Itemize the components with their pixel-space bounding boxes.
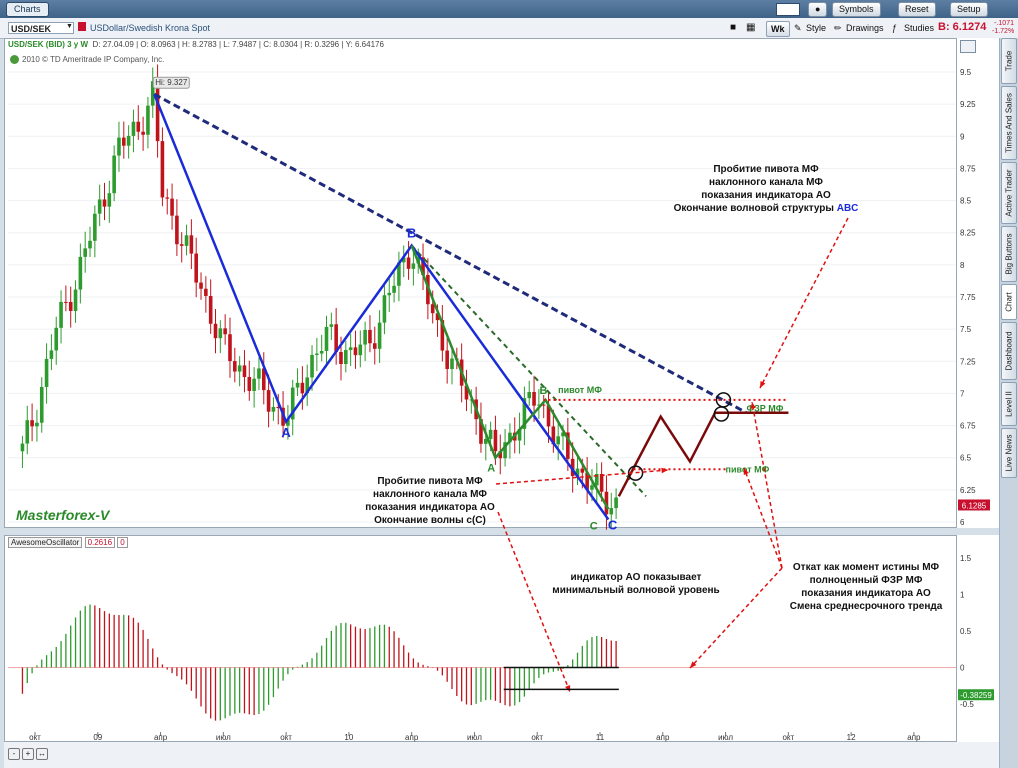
oscillator-header: AwesomeOscillator 0.2616 0 [8, 537, 128, 548]
color-swatch[interactable] [776, 3, 800, 16]
tab-big-buttons[interactable]: Big Buttons [1001, 226, 1017, 282]
tab-active-trader[interactable]: Active Trader [1001, 162, 1017, 224]
fit-icon[interactable]: ↔ [36, 748, 48, 760]
price-change: -.1071 -1.72% [992, 20, 1015, 35]
reset-button[interactable]: Reset [898, 2, 936, 17]
tab-live-news[interactable]: Live News [1001, 428, 1017, 478]
pin-icon[interactable]: ● [808, 2, 828, 17]
link-icon[interactable] [78, 22, 86, 31]
studies-icon[interactable]: ƒ [892, 23, 898, 33]
globe-icon [10, 55, 19, 65]
lock-icon[interactable]: ■ [730, 22, 737, 33]
dropdown-arrow-icon[interactable]: ▼ [66, 23, 73, 30]
side-tab-bar: Trade Times And Sales Active Trader Big … [999, 38, 1018, 768]
copyright: 2010 © TD Ameritrade IP Company, Inc. [10, 55, 164, 65]
price-pane[interactable] [4, 38, 957, 528]
symbol-description: USDollar/Swedish Krona Spot [90, 23, 211, 33]
studies-button[interactable]: Studies [904, 23, 935, 33]
oscillator-title: AwesomeOscillator [8, 537, 83, 548]
setup-button[interactable]: Setup [950, 2, 988, 17]
chart-header: USD/SEK (BID) 3 y W D: 27.04.09 | O: 8.0… [8, 40, 384, 49]
maximize-icon[interactable] [960, 40, 976, 53]
oscillator-param: 0 [117, 537, 128, 548]
zoom-out-icon[interactable]: - [8, 748, 20, 760]
oscillator-pane[interactable] [4, 535, 957, 742]
oscillator-value: 0.2616 [84, 537, 116, 548]
drawings-button[interactable]: Drawings [846, 23, 884, 33]
bottom-bar: - + ↔ [4, 742, 999, 768]
chart-toolbar: USD/SEK ▼ USDollar/Swedish Krona Spot ■ … [0, 18, 1018, 39]
zoom-in-icon[interactable]: + [22, 748, 34, 760]
oscillator-axis [957, 535, 999, 742]
symbol-input[interactable]: USD/SEK [8, 22, 74, 34]
grid-icon[interactable]: ▦ [746, 22, 756, 33]
price-axis [957, 38, 999, 528]
tab-dashboard[interactable]: Dashboard [1001, 322, 1017, 380]
symbols-button[interactable]: Symbols [832, 2, 881, 17]
bid-price: B: 6.1274 [938, 21, 987, 33]
tab-level-ii[interactable]: Level II [1001, 382, 1017, 426]
timeframe-button[interactable]: Wk [766, 21, 790, 37]
title-bar: Charts ● Symbols Reset Setup [0, 0, 1018, 18]
style-icon[interactable]: ✎ [794, 23, 802, 33]
tab-chart[interactable]: Chart [1001, 284, 1017, 320]
tab-trade[interactable]: Trade [1001, 38, 1017, 84]
drawings-icon[interactable]: ✏ [834, 23, 842, 33]
window-title: Charts [6, 2, 49, 17]
tab-times-and-sales[interactable]: Times And Sales [1001, 86, 1017, 160]
style-button[interactable]: Style [806, 23, 827, 33]
